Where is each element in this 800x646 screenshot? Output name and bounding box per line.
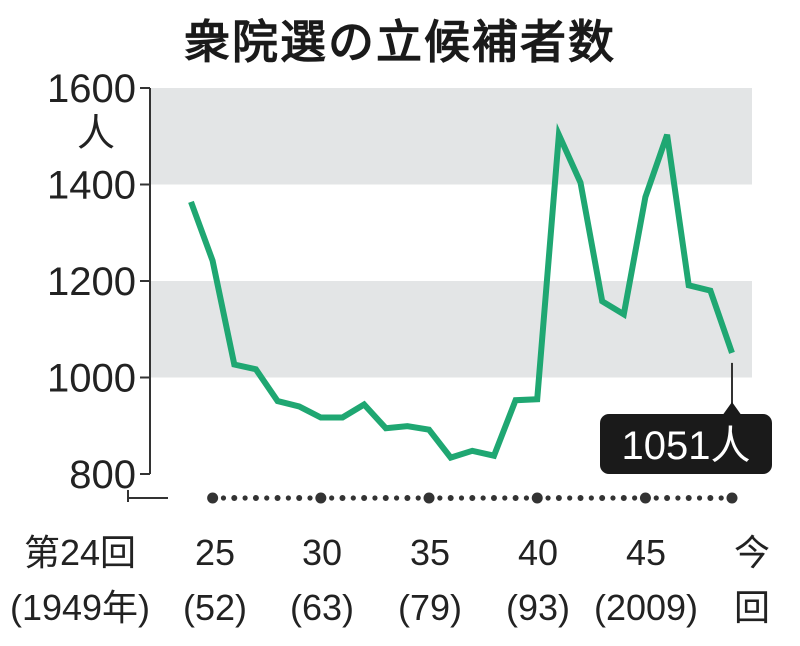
x-axis-minor-dot [415,495,421,501]
x-axis-minor-dot [458,495,465,501]
x-axis-minor-dot [382,495,389,501]
x-axis-minor-dot [599,495,606,501]
x-axis-minor-dot [361,495,368,501]
x-axis-minor-dot [437,495,443,501]
x-axis-minor-dot [512,495,519,501]
callout-label: 1051人 [622,424,751,468]
x-axis-minor-dot [220,495,227,501]
y-unit-label: 人 [77,111,115,155]
x-axis-minor-dot [718,495,724,501]
y-tick-label: 1600 [47,67,136,111]
x-axis-minor-dot [653,495,659,501]
x-axis-minor-dot [490,495,497,501]
y-tick-label: 1400 [47,164,136,208]
series-line [188,122,735,462]
x-tick-label: 45 [626,532,666,573]
x-tick-sublabel: 回 [734,587,770,628]
x-tick-sublabel: (79) [398,587,462,628]
x-axis-minor-dot [307,495,313,501]
x-axis-major-dot [639,492,651,504]
x-tick-sublabel: (1949年) [10,587,150,628]
x-axis-minor-dot [577,495,584,501]
y-tick-label: 1200 [47,260,136,304]
x-axis-minor-dot [664,495,671,501]
x-axis-minor-dot [502,495,508,501]
x-axis-minor-dot [242,495,248,501]
x-axis-minor-dot [675,495,681,501]
x-axis-minor-dot [339,495,346,501]
x-tick-label: 今 [734,532,770,573]
x-axis-minor-dot [632,495,638,501]
y-tick-label: 800 [69,453,136,497]
x-axis-major-dot [423,492,435,504]
x-axis-minor-dot [707,495,714,501]
x-axis-minor-dot [555,495,562,501]
x-axis-minor-dot [264,495,270,501]
callout-pointer [722,402,742,416]
x-axis-minor-dot [480,495,486,501]
x-axis-minor-dot [329,495,335,501]
y-tick-label: 1000 [47,357,136,401]
x-axis-minor-dot [404,495,411,501]
x-axis-minor-dot [274,495,281,501]
x-tick-sublabel: (2009) [594,587,698,628]
x-tick-label: 第24回 [24,532,136,573]
x-tick-label: 30 [302,532,342,573]
x-axis-major-dot [726,492,738,504]
x-axis-minor-dot [252,495,259,501]
x-axis-minor-dot [685,495,692,501]
x-axis-minor-dot [393,495,400,501]
x-axis-major-dot [315,492,327,504]
x-axis-minor-dot [350,495,356,501]
grid-band [150,281,752,378]
x-tick-label: 25 [195,532,235,573]
x-tick-label: 40 [518,532,558,573]
x-axis-major-dot [207,492,219,504]
x-axis-major-dot [531,492,543,504]
x-tick-label: 35 [410,532,450,573]
x-axis-minor-dot [610,495,616,501]
grid-band [150,88,752,185]
x-axis-minor-dot [469,495,476,501]
x-tick-sublabel: (93) [506,587,570,628]
x-axis-minor-dot [567,495,573,501]
x-tick-sublabel: (63) [290,587,354,628]
x-axis-minor-dot [231,495,238,501]
x-axis-minor-dot [620,495,627,501]
x-axis-minor-dot [545,495,551,501]
x-axis-minor-dot [447,495,454,501]
x-tick-sublabel: (52) [183,587,247,628]
x-axis-minor-dot [296,495,303,501]
x-axis-minor-dot [523,495,530,501]
x-axis-minor-dot [372,495,378,501]
x-axis-minor-dot [696,495,703,501]
x-axis-minor-dot [285,495,291,501]
x-axis-minor-dot [588,495,594,501]
callout-box [600,414,772,474]
chart-title: 衆院選の立候補者数 [184,15,616,69]
